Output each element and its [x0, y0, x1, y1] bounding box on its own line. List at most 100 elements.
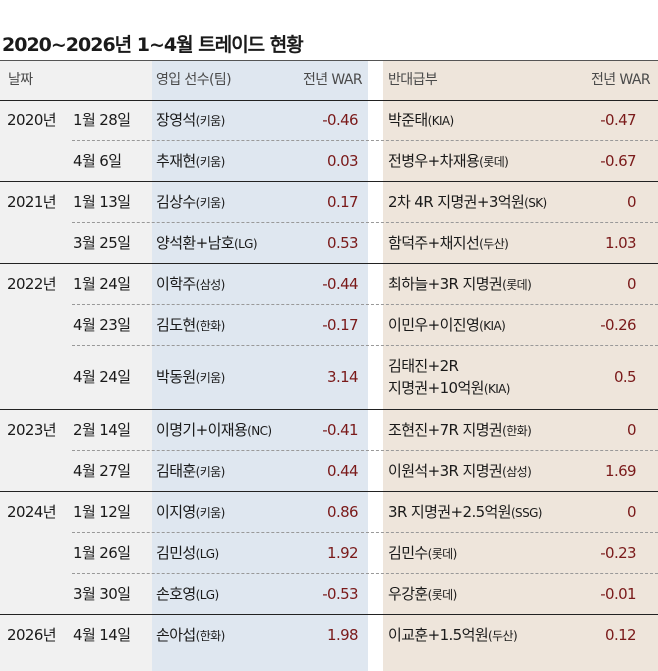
incoming-player: 이학주(삼성) — [156, 275, 225, 295]
header-incoming: 영입 선수(팀) — [156, 72, 232, 88]
incoming-player: 박동원(키움) — [156, 368, 225, 388]
incoming-war: 0.17 — [327, 192, 359, 211]
incoming-player: 장영석(키움) — [156, 111, 225, 131]
row-date: 3월 25일 — [73, 233, 131, 252]
row-date: 4월 6일 — [73, 151, 122, 170]
outgoing-war: 0 — [627, 420, 637, 439]
incoming-war: 0.03 — [327, 151, 359, 170]
outgoing-asset-name: 이원석+3R 지명권 — [388, 461, 503, 480]
incoming-war: 0.44 — [327, 461, 359, 480]
page-title: 2020~2026년 1~4월 트레이드 현황 — [2, 34, 304, 56]
row-date: 4월 14일 — [73, 625, 131, 644]
incoming-column-bg — [152, 60, 368, 671]
incoming-player: 김태훈(키움) — [156, 462, 225, 482]
outgoing-asset-team: (SSG) — [510, 505, 543, 520]
incoming-player-name: 추재현 — [156, 151, 196, 170]
outgoing-war: 0 — [627, 274, 637, 293]
incoming-player-name: 손호영 — [156, 584, 196, 603]
incoming-player-team: (키움) — [195, 464, 226, 479]
outgoing-assets: 전병우+차재용(롯데) — [388, 152, 509, 172]
outgoing-assets: 이민우+이진영(KIA) — [388, 315, 506, 336]
incoming-player: 추재현(키움) — [156, 152, 225, 172]
row-date: 4월 23일 — [73, 315, 131, 334]
incoming-player-name: 양석환+남호 — [156, 233, 235, 252]
incoming-war: -0.41 — [322, 420, 358, 439]
outgoing-war: -0.01 — [600, 584, 636, 603]
year-separator — [0, 491, 658, 492]
outgoing-war: 1.03 — [605, 233, 637, 252]
outgoing-asset-name: 함덕주+채지선 — [388, 233, 480, 252]
incoming-player-name: 박동원 — [156, 368, 196, 386]
header-date: 날짜 — [8, 72, 33, 88]
row-divider — [72, 304, 658, 305]
outgoing-assets: 지명권+10억원(KIA) — [388, 379, 510, 399]
outgoing-asset-name: 박준태 — [388, 110, 428, 129]
incoming-player-team: (키움) — [195, 154, 226, 169]
incoming-player: 김상수(키움) — [156, 193, 225, 213]
incoming-war: -0.53 — [322, 584, 358, 603]
outgoing-asset-name: 김민수 — [388, 543, 428, 562]
outgoing-asset-name: 2차 4R 지명권+3억원 — [388, 192, 525, 211]
header-bottom-rule — [0, 100, 658, 101]
incoming-player-team: (키움) — [195, 195, 226, 210]
row-year: 2026년 — [7, 625, 57, 644]
incoming-war: 0.86 — [327, 502, 359, 521]
incoming-player-team: (LG) — [195, 546, 220, 561]
incoming-player: 이지영(키움) — [156, 503, 225, 523]
incoming-player-name: 김민성 — [156, 543, 196, 562]
row-year: 2020년 — [7, 110, 57, 129]
outgoing-assets: 함덕주+채지선(두산) — [388, 233, 509, 254]
row-divider — [72, 222, 658, 223]
outgoing-assets: 이교훈+1.5억원(두산) — [388, 625, 518, 646]
header-top-rule — [0, 60, 658, 61]
outgoing-war: -0.47 — [600, 110, 636, 129]
incoming-player-team: (키움) — [195, 371, 226, 385]
row-year: 2023년 — [7, 420, 57, 439]
outgoing-war: 1.69 — [605, 461, 637, 480]
incoming-player-name: 이학주 — [156, 274, 196, 293]
incoming-player-team: (NC) — [247, 423, 272, 438]
row-date: 1월 13일 — [73, 192, 131, 211]
outgoing-assets: 우강훈(롯데) — [388, 585, 457, 605]
header-outgoing: 반대급부 — [388, 72, 438, 88]
outgoing-assets: 최하늘+3R 지명권(롯데) — [388, 275, 532, 295]
incoming-war: -0.44 — [322, 274, 358, 293]
outgoing-asset-team: (롯데) — [427, 587, 458, 602]
outgoing-assets: 이원석+3R 지명권(삼성) — [388, 461, 532, 482]
incoming-player: 손아섭(한화) — [156, 626, 225, 646]
outgoing-assets: 3R 지명권+2.5억원(SSG) — [388, 503, 542, 523]
incoming-player-name: 김도현 — [156, 315, 196, 334]
year-separator — [0, 614, 658, 615]
incoming-war: -0.46 — [322, 110, 358, 129]
outgoing-assets: 김태진+2R — [388, 357, 459, 376]
incoming-player-name: 장영석 — [156, 110, 196, 129]
incoming-player: 김도현(한화) — [156, 316, 225, 336]
outgoing-asset-name: 조현진+7R 지명권 — [388, 420, 503, 439]
incoming-player: 김민성(LG) — [156, 544, 219, 564]
outgoing-asset-team: (KIA) — [427, 113, 455, 128]
outgoing-asset-name: 이교훈+1.5억원 — [388, 625, 489, 644]
row-date: 4월 24일 — [73, 368, 131, 386]
row-date: 1월 28일 — [73, 110, 131, 129]
outgoing-asset-team: (롯데) — [479, 154, 509, 169]
incoming-player-team: (한화) — [195, 628, 226, 643]
incoming-player-team: (키움) — [195, 113, 226, 128]
incoming-player-name: 김상수 — [156, 192, 196, 211]
outgoing-asset-name: 김태진+2R — [388, 357, 459, 375]
incoming-war: 1.92 — [327, 543, 359, 562]
outgoing-war: 0.12 — [605, 625, 637, 644]
row-date: 1월 24일 — [73, 274, 131, 293]
outgoing-asset-name: 이민우+이진영 — [388, 315, 480, 334]
outgoing-assets: 박준태(KIA) — [388, 111, 454, 131]
outgoing-war: -0.26 — [600, 315, 636, 334]
incoming-player-team: (삼성) — [195, 277, 226, 292]
outgoing-asset-team: (두산) — [479, 236, 509, 251]
year-separator — [0, 181, 658, 182]
row-divider — [72, 140, 658, 141]
row-date: 2월 14일 — [73, 420, 131, 439]
outgoing-asset-name: 우강훈 — [388, 584, 428, 603]
row-date: 4월 27일 — [73, 461, 131, 480]
outgoing-asset-team: (롯데) — [427, 546, 458, 561]
incoming-player-team: (한화) — [195, 318, 226, 333]
outgoing-asset-team: (한화) — [502, 423, 532, 438]
